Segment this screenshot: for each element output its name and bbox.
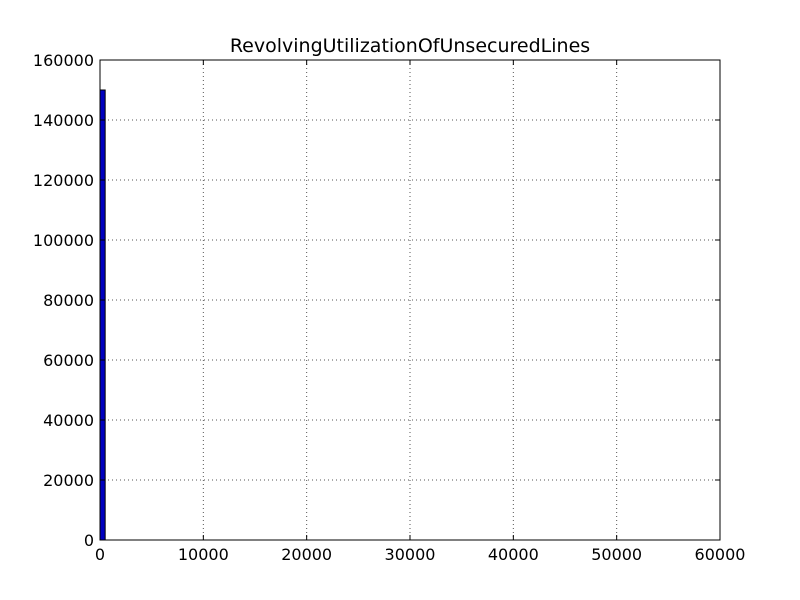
y-tick-label: 100000 <box>33 231 94 250</box>
y-tick-label: 160000 <box>33 51 94 70</box>
x-tick-label: 10000 <box>178 545 229 564</box>
x-tick-labels: 0 10000 20000 30000 40000 50000 60000 <box>95 545 746 564</box>
x-tick-label: 0 <box>95 545 105 564</box>
x-tick-label: 50000 <box>591 545 642 564</box>
y-tick-label: 40000 <box>43 411 94 430</box>
x-tick-label: 40000 <box>488 545 539 564</box>
x-tick-label: 30000 <box>385 545 436 564</box>
y-tick-label: 20000 <box>43 471 94 490</box>
y-tick-label: 80000 <box>43 291 94 310</box>
y-tick-labels: 0 20000 40000 60000 80000 100000 120000 140000 1… <box>33 51 94 550</box>
x-tick-label: 60000 <box>695 545 746 564</box>
chart-title: RevolvingUtilizationOfUnsecuredLines <box>230 35 590 57</box>
x-tick-label: 20000 <box>281 545 332 564</box>
y-tick-label: 60000 <box>43 351 94 370</box>
histogram-bars <box>99 89 106 541</box>
axis-ticks <box>99 59 721 541</box>
histogram-bar <box>99 89 106 541</box>
y-tick-label: 120000 <box>33 171 94 190</box>
grid-lines <box>99 59 721 541</box>
y-tick-label: 0 <box>84 531 94 550</box>
y-tick-label: 140000 <box>33 111 94 130</box>
